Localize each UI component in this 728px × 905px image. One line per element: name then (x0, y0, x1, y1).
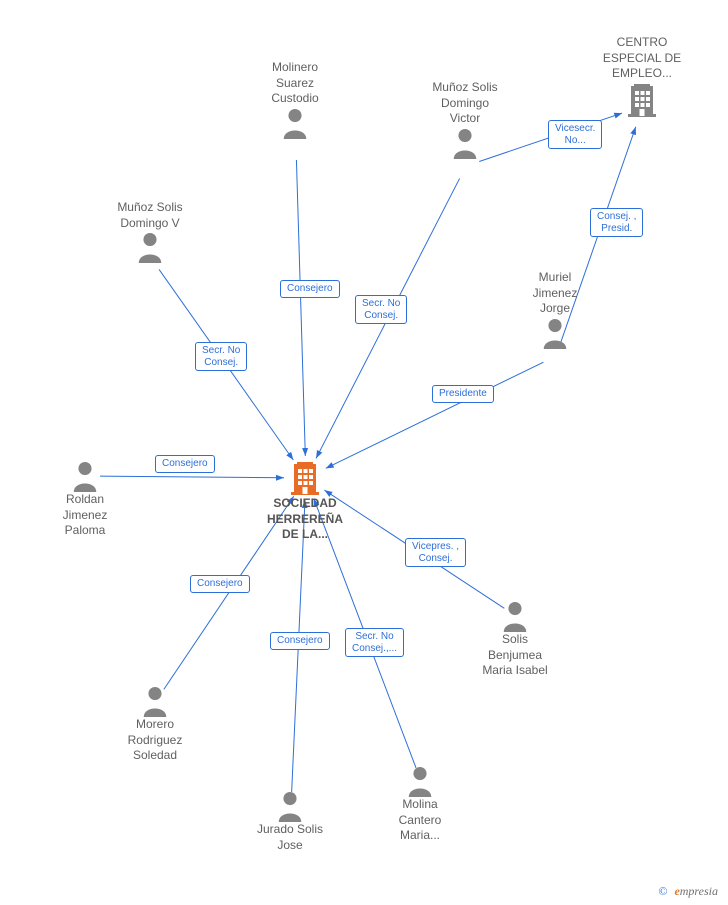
credit-rest: mpresia (680, 884, 718, 898)
copyright-symbol: © (658, 884, 667, 898)
edge-label: Secr. NoConsej. (355, 295, 407, 324)
node-label-line: SOCIEDAD (245, 496, 365, 512)
edge-label: Consejero (190, 575, 250, 593)
edge-label: Vicesecr.No... (548, 120, 602, 149)
edge-label: Vicepres. ,Consej. (405, 538, 466, 567)
edge-line (296, 160, 305, 456)
edge-label: Consej. ,Presid. (590, 208, 643, 237)
edge-label: Consejero (270, 632, 330, 650)
node-label-line: HERREREÑA (245, 512, 365, 528)
edge-line (326, 362, 544, 468)
building-icon (289, 460, 321, 496)
edge-label: Secr. NoConsej.,... (345, 628, 404, 657)
credit: © empresia (658, 884, 718, 899)
edge-label: Consejero (280, 280, 340, 298)
edge-label: Presidente (432, 385, 494, 403)
node-center: SOCIEDADHERREREÑADE LA... (245, 460, 365, 543)
edge-label: Consejero (155, 455, 215, 473)
edges-layer (0, 0, 728, 905)
edge-label: Secr. NoConsej. (195, 342, 247, 371)
node-label-line: DE LA... (245, 527, 365, 543)
network-canvas: SOCIEDADHERREREÑADE LA...CENTROESPECIAL … (0, 0, 728, 905)
